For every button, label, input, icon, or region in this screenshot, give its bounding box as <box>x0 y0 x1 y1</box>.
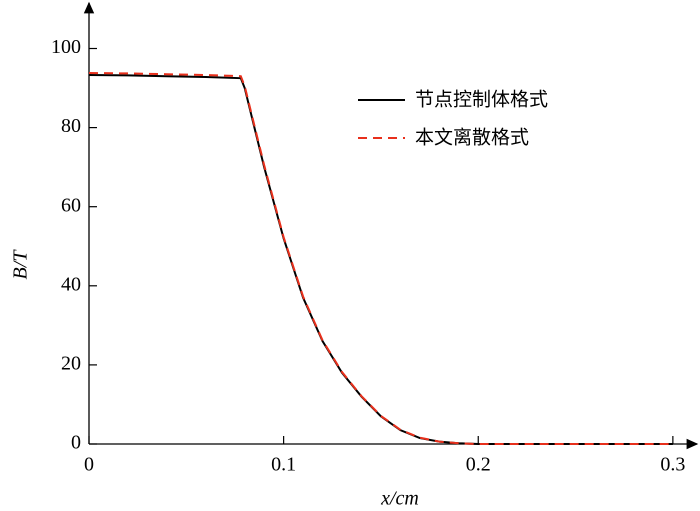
y-axis-label: B/T <box>10 249 32 280</box>
legend-label: 本文离散格式 <box>415 127 529 149</box>
series-line <box>88 74 673 445</box>
legend-label: 节点控制体格式 <box>415 89 548 111</box>
y-tick-label: 80 <box>61 115 81 137</box>
y-tick-label: 100 <box>51 36 81 58</box>
series-line <box>88 72 673 445</box>
y-tick-label: 60 <box>61 194 81 216</box>
x-tick-label: 0.1 <box>271 454 296 476</box>
x-axis-label: x/cm <box>380 488 419 510</box>
x-tick-label: 0 <box>84 454 94 476</box>
y-tick-label: 20 <box>61 352 81 374</box>
x-tick-label: 0.3 <box>660 454 685 476</box>
y-tick-label: 40 <box>61 273 81 295</box>
y-tick-label: 0 <box>71 432 81 454</box>
x-tick-label: 0.2 <box>466 454 491 476</box>
